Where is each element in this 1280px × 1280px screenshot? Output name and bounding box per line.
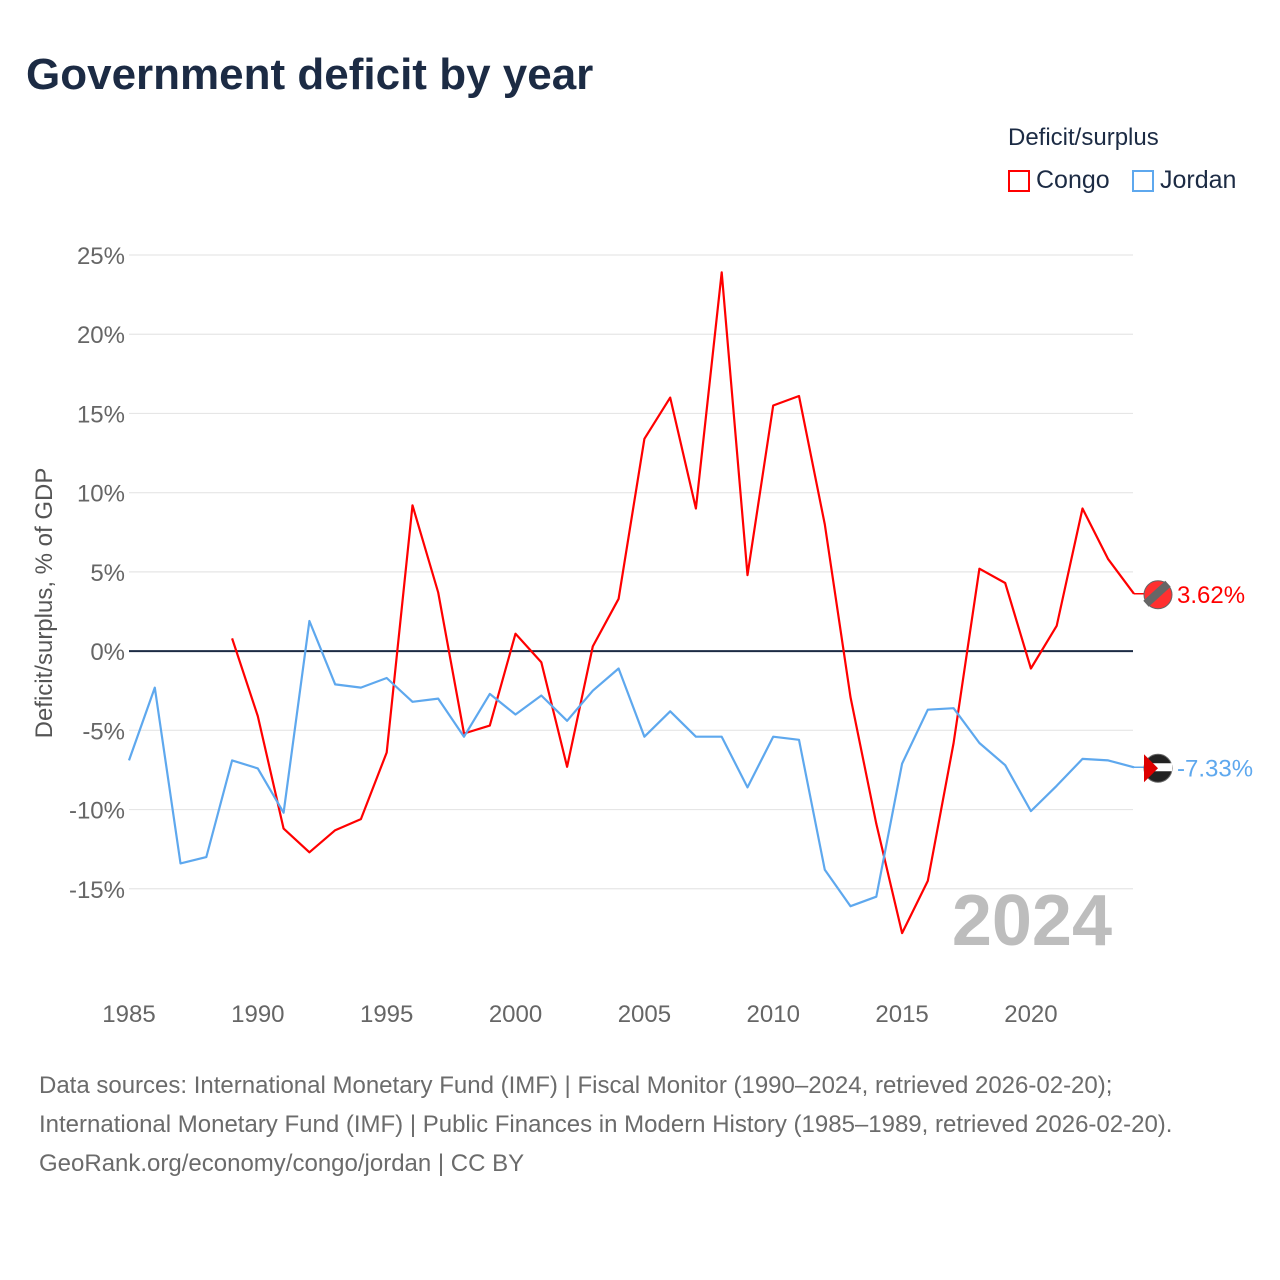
x-tick-label: 2005 xyxy=(618,1001,671,1028)
x-tick-label: 1990 xyxy=(231,1001,284,1028)
x-tick-label: 2015 xyxy=(875,1001,928,1028)
chart-title: Government deficit by year xyxy=(26,50,594,99)
y-tick-label: 10% xyxy=(77,481,125,508)
legend-label-jordan: Jordan xyxy=(1160,166,1237,194)
y-tick-label: 15% xyxy=(77,401,125,428)
legend-title: Deficit/surplus xyxy=(1008,124,1159,151)
flag-icon-jordan xyxy=(1143,753,1173,783)
flag-icon-congo xyxy=(1143,580,1173,610)
year-annotation: 2024 xyxy=(952,881,1112,961)
y-tick-label: 5% xyxy=(90,560,125,587)
flag-stripe xyxy=(1144,763,1172,772)
y-axis-label: Deficit/surplus, % of GDP xyxy=(31,468,58,739)
legend-swatch-jordan xyxy=(1132,169,1154,192)
series-line-jordan xyxy=(127,619,1135,908)
x-tick-label: 2010 xyxy=(747,1001,800,1028)
end-value-label-jordan: -7.33% xyxy=(1177,755,1253,782)
x-tick-label: 2020 xyxy=(1004,1001,1057,1028)
legend-label-congo: Congo xyxy=(1036,166,1110,194)
legend-swatch-congo xyxy=(1008,169,1030,192)
x-tick-label: 1995 xyxy=(360,1001,413,1028)
series-line-congo xyxy=(231,271,1135,935)
y-tick-label: -5% xyxy=(82,718,125,745)
y-tick-label: -15% xyxy=(69,877,125,904)
x-tick-label: 2000 xyxy=(489,1001,542,1028)
flag-stripe xyxy=(1143,580,1171,607)
x-tick-label: 1985 xyxy=(102,1001,155,1028)
legend-item-congo[interactable]: Congo xyxy=(1008,166,1110,195)
data-sources-text: Data sources: International Monetary Fun… xyxy=(39,1072,1173,1138)
y-tick-label: 25% xyxy=(77,243,125,270)
legend-item-jordan[interactable]: Jordan xyxy=(1132,166,1236,195)
attribution-link[interactable]: GeoRank.org/economy/congo/jordan | CC BY xyxy=(39,1150,525,1177)
y-tick-label: 0% xyxy=(90,639,125,666)
flag-triangle xyxy=(1144,754,1158,783)
end-value-label-congo: 3.62% xyxy=(1177,582,1245,609)
y-tick-label: -10% xyxy=(69,798,125,825)
sources: Data sources: International Monetary Fun… xyxy=(39,1066,1239,1183)
y-tick-label: 20% xyxy=(77,322,125,349)
